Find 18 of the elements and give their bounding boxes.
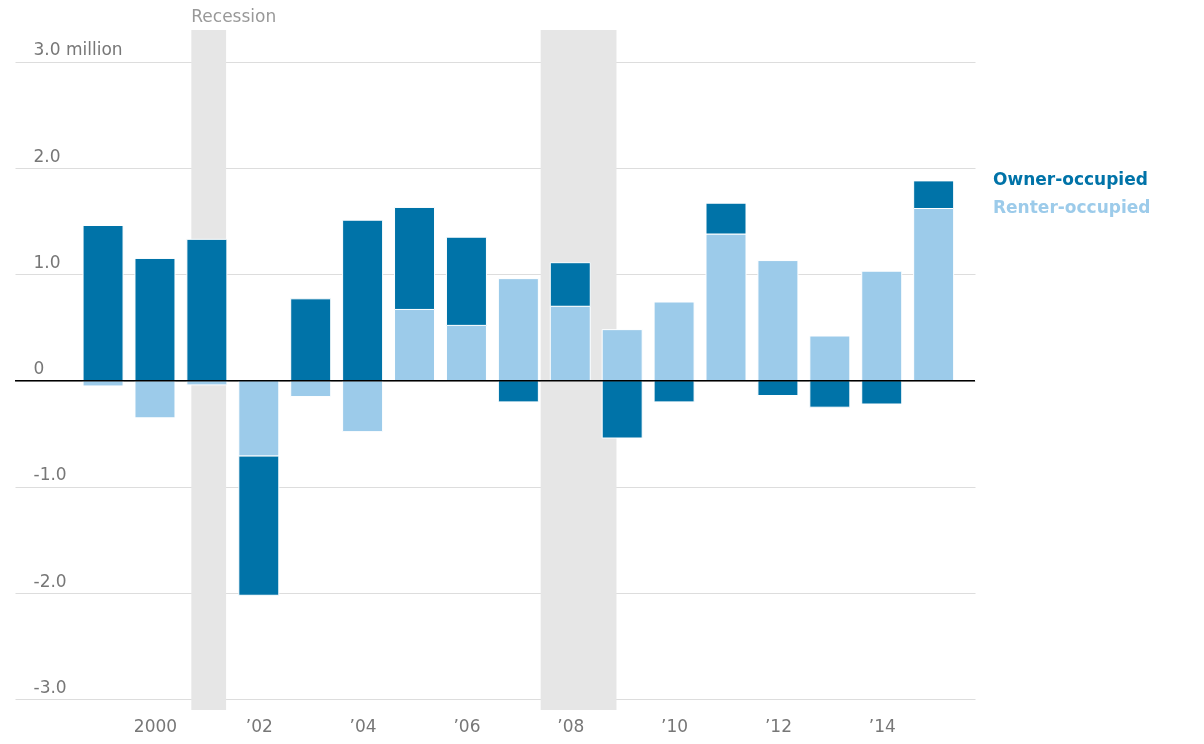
x-tick-label: 2000 [133,715,178,736]
y-tick-label: 0 [33,358,45,379]
x-tick-label: ’12 [764,715,792,736]
y-tick-label: -2.0 [33,570,67,591]
y-tick-label: -3.0 [33,676,67,697]
y-tick-label: 1.0 [33,251,61,272]
x-tick-label: ’06 [453,715,481,736]
y-tick-label: -1.0 [33,464,67,485]
x-tick-label: ’10 [661,715,689,736]
y-tick-label: 2.0 [33,145,61,166]
x-tick-label: ’08 [557,715,585,736]
text: Renter-occupied [993,197,1151,217]
y-tick-label: 3.0 million [33,39,123,60]
band-label: Recession [191,6,277,26]
x-tick-label: ’04 [349,715,377,736]
x-tick-label: ’14 [868,715,896,736]
x-tick-label: ’02 [245,715,273,736]
text: Owner-occupied [993,169,1148,189]
